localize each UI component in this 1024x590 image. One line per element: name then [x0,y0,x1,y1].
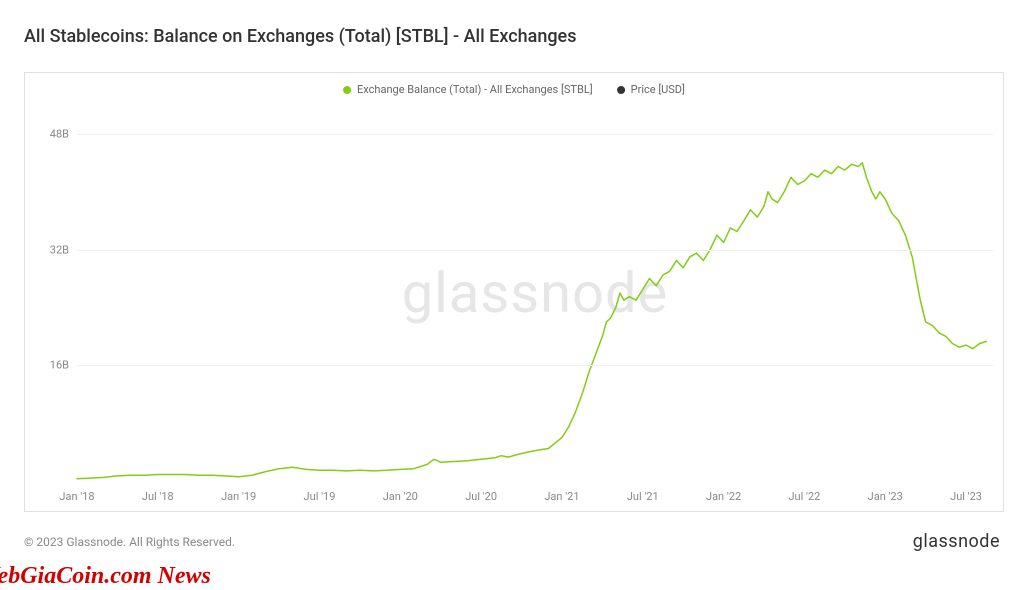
legend-item-balance: Exchange Balance (Total) - All Exchanges… [343,83,593,96]
x-axis-label: Jan '23 [868,490,903,503]
y-axis-label: 32B [29,243,69,256]
gridline [77,134,993,135]
footer: © 2023 Glassnode. All Rights Reserved. g… [24,531,1000,552]
line-chart-svg [77,105,993,481]
x-axis-label: Jan '20 [383,490,418,503]
brand-logo: glassnode [913,531,1000,552]
plot-area: glassnode 16B32B48BJan '18Jul '18Jan '19… [77,105,993,481]
x-axis-label: Jul '22 [788,490,820,503]
gridline [77,250,993,251]
x-axis-label: Jul '23 [950,490,982,503]
overlay-watermark: WebGiaCoin.com News [0,563,211,590]
x-axis-label: Jan '19 [221,490,256,503]
chart-title: All Stablecoins: Balance on Exchanges (T… [24,26,576,47]
legend: Exchange Balance (Total) - All Exchanges… [343,83,685,96]
legend-label: Price [USD] [631,83,685,96]
legend-label: Exchange Balance (Total) - All Exchanges… [357,83,593,96]
x-axis-label: Jul '20 [465,490,497,503]
x-axis-label: Jul '21 [627,490,659,503]
y-axis-label: 48B [29,127,69,140]
x-axis-label: Jan '22 [706,490,741,503]
x-axis-label: Jul '18 [142,490,174,503]
x-axis-label: Jan '21 [544,490,579,503]
gridline [77,365,993,366]
legend-item-price: Price [USD] [617,83,685,96]
legend-dot-icon [343,86,351,94]
chart-container: Exchange Balance (Total) - All Exchanges… [24,72,1004,512]
y-axis-label: 16B [29,359,69,372]
copyright-text: © 2023 Glassnode. All Rights Reserved. [24,535,235,549]
x-axis-label: Jul '19 [304,490,336,503]
x-axis-label: Jan '18 [59,490,94,503]
legend-dot-icon [617,86,625,94]
